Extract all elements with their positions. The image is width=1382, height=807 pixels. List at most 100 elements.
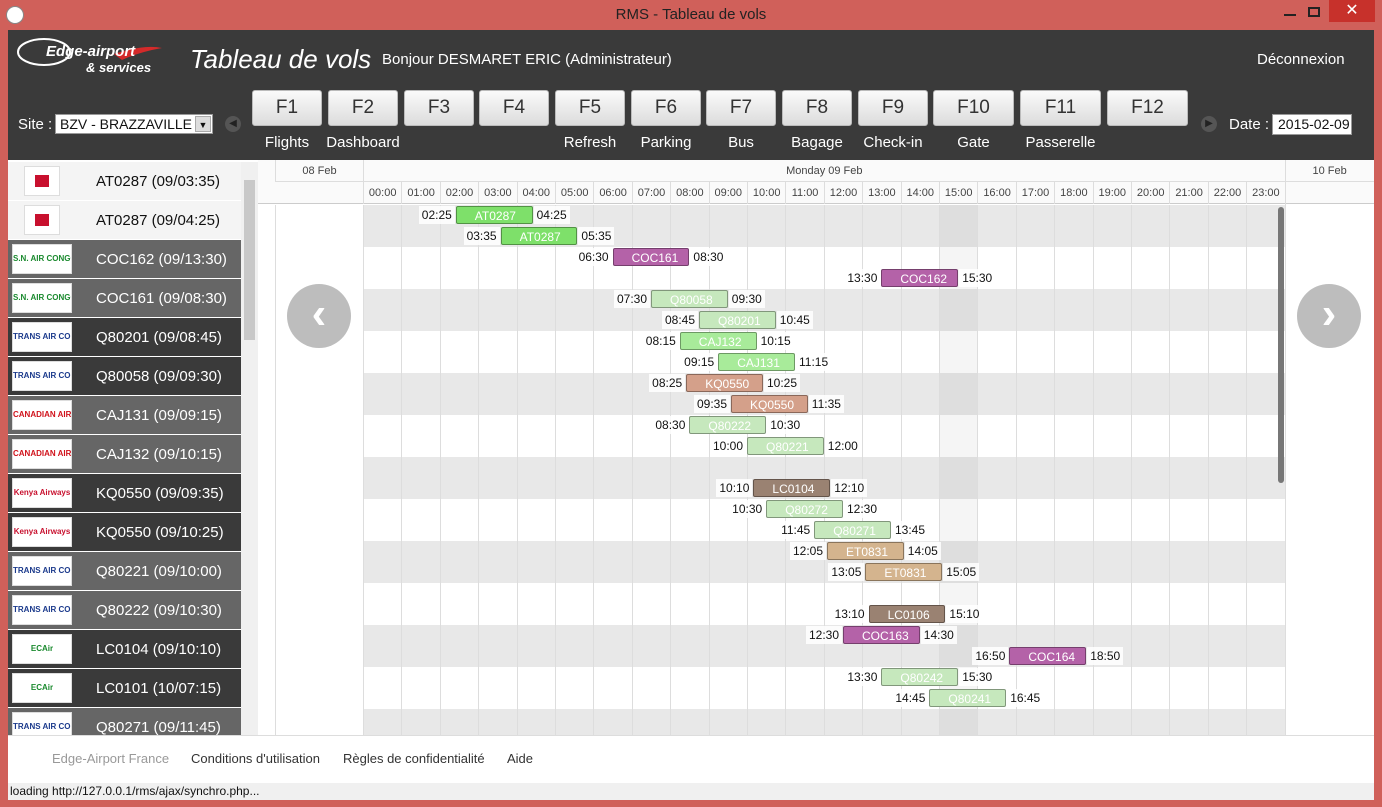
flight-list-item[interactable]: Kenya Airways KQ0550 (09/09:35) xyxy=(8,474,241,513)
airline-logo: TRANS AIR CONGO xyxy=(12,322,72,352)
flight-bar[interactable]: COC161 xyxy=(612,248,690,266)
function-key[interactable]: F7 xyxy=(706,90,776,126)
next-day[interactable]: › xyxy=(1297,284,1361,348)
flight-bar[interactable]: LC0106 xyxy=(868,605,946,623)
window-title: RMS - Tableau de vols xyxy=(615,6,767,23)
flight-list-item[interactable]: Kenya Airways KQ0550 (09/10:25) xyxy=(8,513,241,552)
flight-bar[interactable]: AT0287 xyxy=(500,227,578,245)
hour-label: 19:00 xyxy=(1092,182,1131,204)
function-key[interactable]: F2 xyxy=(328,90,398,126)
start-time: 14:45 xyxy=(892,689,929,707)
hour-label: 23:00 xyxy=(1246,182,1284,204)
close-button[interactable]: ✕ xyxy=(1329,0,1375,22)
function-key[interactable]: F3 xyxy=(404,90,474,126)
timeline-scroll-thumb[interactable] xyxy=(1277,207,1284,483)
hour-grid-line xyxy=(785,205,787,735)
maximize-button[interactable] xyxy=(1299,0,1329,24)
hour-label: 05:00 xyxy=(555,182,593,204)
date-input[interactable]: 2015-02-09 xyxy=(1272,114,1352,135)
flight-label: Q80201 (09/08:45) xyxy=(96,329,222,346)
function-key[interactable]: F6 xyxy=(631,90,701,126)
logo-mark xyxy=(17,38,71,66)
flight-bar[interactable]: Q80221 xyxy=(747,437,824,455)
flight-list-item[interactable]: S.N. AIR CONGO COC162 (09/13:30) xyxy=(8,240,241,279)
flight-label: CAJ132 (09/10:15) xyxy=(96,446,222,463)
footer-link[interactable]: Aide xyxy=(507,751,534,766)
function-key[interactable]: F11 xyxy=(1020,90,1101,126)
flight-bar[interactable]: LC0104 xyxy=(753,479,831,497)
minimize-button[interactable] xyxy=(1284,14,1296,16)
footer-link[interactable]: Edge-Airport France xyxy=(52,751,170,766)
date-label: Date : xyxy=(1229,116,1270,133)
flight-label: Q80222 (09/10:30) xyxy=(96,602,222,619)
end-time: 10:25 xyxy=(764,374,801,392)
airline-logo: S.N. AIR CONGO xyxy=(12,283,72,313)
start-time: 13:30 xyxy=(844,668,881,686)
flight-bar[interactable]: CAJ132 xyxy=(679,332,757,350)
flight-list-item[interactable]: ECAir LC0104 (09/10:10) xyxy=(8,630,241,669)
next-keys[interactable]: ▶ xyxy=(1201,116,1217,132)
function-key[interactable]: F9 xyxy=(858,90,928,126)
logo-mark xyxy=(35,175,49,187)
flight-bar[interactable]: Q80272 xyxy=(766,500,843,518)
flight-bar[interactable]: CAJ131 xyxy=(718,353,795,371)
flight-list-item[interactable]: TRANS AIR CONGO Q80222 (09/10:30) xyxy=(8,591,241,630)
flight-list-item[interactable]: TRANS AIR CONGO Q80058 (09/09:30) xyxy=(8,357,241,396)
airline-logo: TRANS AIR CONGO xyxy=(12,361,72,391)
flight-list-item[interactable]: AT0287 (09/03:35) xyxy=(8,162,241,201)
flight-bar[interactable]: COC164 xyxy=(1009,647,1087,665)
hour-label: 21:00 xyxy=(1169,182,1207,204)
flight-list-item[interactable]: S.N. AIR CONGO COC161 (09/08:30) xyxy=(8,279,241,318)
flight-bar[interactable]: KQ0550 xyxy=(731,395,808,413)
flight-list-item[interactable]: CANADIAN AIRWAYS CONGO CAJ132 (09/10:15) xyxy=(8,435,241,474)
flight-bar[interactable]: Q80201 xyxy=(699,311,776,329)
end-time: 15:10 xyxy=(946,605,983,623)
flight-list-item[interactable]: TRANS AIR CONGO Q80271 (09/11:45) xyxy=(8,708,241,735)
flight-list-item[interactable]: TRANS AIR CONGO Q80201 (09/08:45) xyxy=(8,318,241,357)
hour-grid-line xyxy=(401,205,403,735)
flight-bar[interactable]: ET0831 xyxy=(827,542,904,560)
flight-list-item[interactable]: AT0287 (09/04:25) xyxy=(8,201,241,240)
start-time: 13:10 xyxy=(831,605,868,623)
start-time: 10:00 xyxy=(709,437,746,455)
end-time: 10:45 xyxy=(776,311,813,329)
function-key[interactable]: F12 xyxy=(1107,90,1188,126)
flight-list-item[interactable]: ECAir LC0101 (10/07:15) xyxy=(8,669,241,708)
footer-link[interactable]: Conditions d'utilisation xyxy=(191,751,320,766)
site-select[interactable]: BZV - BRAZZAVILLE ▼ xyxy=(55,114,213,134)
end-time: 11:35 xyxy=(808,395,844,413)
prev-day[interactable]: ‹ xyxy=(287,284,351,348)
hour-grid-line xyxy=(1207,205,1209,735)
flight-label: CAJ131 (09/09:15) xyxy=(96,407,222,424)
select-arrow: ▼ xyxy=(195,116,211,132)
list-scroll-thumb[interactable] xyxy=(244,180,255,340)
flight-bar[interactable]: AT0287 xyxy=(455,206,533,224)
flight-bar[interactable]: ET0831 xyxy=(865,563,943,581)
flight-list-item[interactable]: TRANS AIR CONGO Q80221 (09/10:00) xyxy=(8,552,241,591)
function-key[interactable]: F8 xyxy=(782,90,852,126)
flight-bar[interactable]: Q80242 xyxy=(881,668,959,686)
function-key[interactable]: F5 xyxy=(555,90,625,126)
end-time: 10:30 xyxy=(767,416,804,434)
greeting: Bonjour DESMARET ERIC (Administrateur) xyxy=(382,51,672,68)
hour-label: 03:00 xyxy=(478,182,516,204)
logout-link[interactable]: Déconnexion xyxy=(1257,51,1345,68)
flight-bar[interactable]: COC162 xyxy=(881,269,959,287)
function-key[interactable]: F10 xyxy=(933,90,1014,126)
flight-bar[interactable]: Q80222 xyxy=(689,416,767,434)
footer-link[interactable]: Règles de confidentialité xyxy=(343,751,485,766)
flight-bar[interactable]: Q80058 xyxy=(651,290,728,308)
function-key[interactable]: F1 xyxy=(252,90,322,126)
function-key[interactable]: F4 xyxy=(479,90,549,126)
flight-bar[interactable]: Q80271 xyxy=(814,521,891,539)
hour-grid-line xyxy=(1246,205,1248,735)
hour-grid-line xyxy=(1054,205,1056,735)
flight-bar[interactable]: Q80241 xyxy=(929,689,1007,707)
hour-label: 16:00 xyxy=(977,182,1015,204)
prev-keys[interactable]: ◀ xyxy=(225,116,241,132)
function-key-label: Passerelle xyxy=(1025,134,1096,151)
flight-bar[interactable]: KQ0550 xyxy=(686,374,763,392)
flight-bar[interactable]: COC163 xyxy=(843,626,920,644)
flight-list-item[interactable]: CANADIAN AIRWAYS CONGO CAJ131 (09/09:15) xyxy=(8,396,241,435)
